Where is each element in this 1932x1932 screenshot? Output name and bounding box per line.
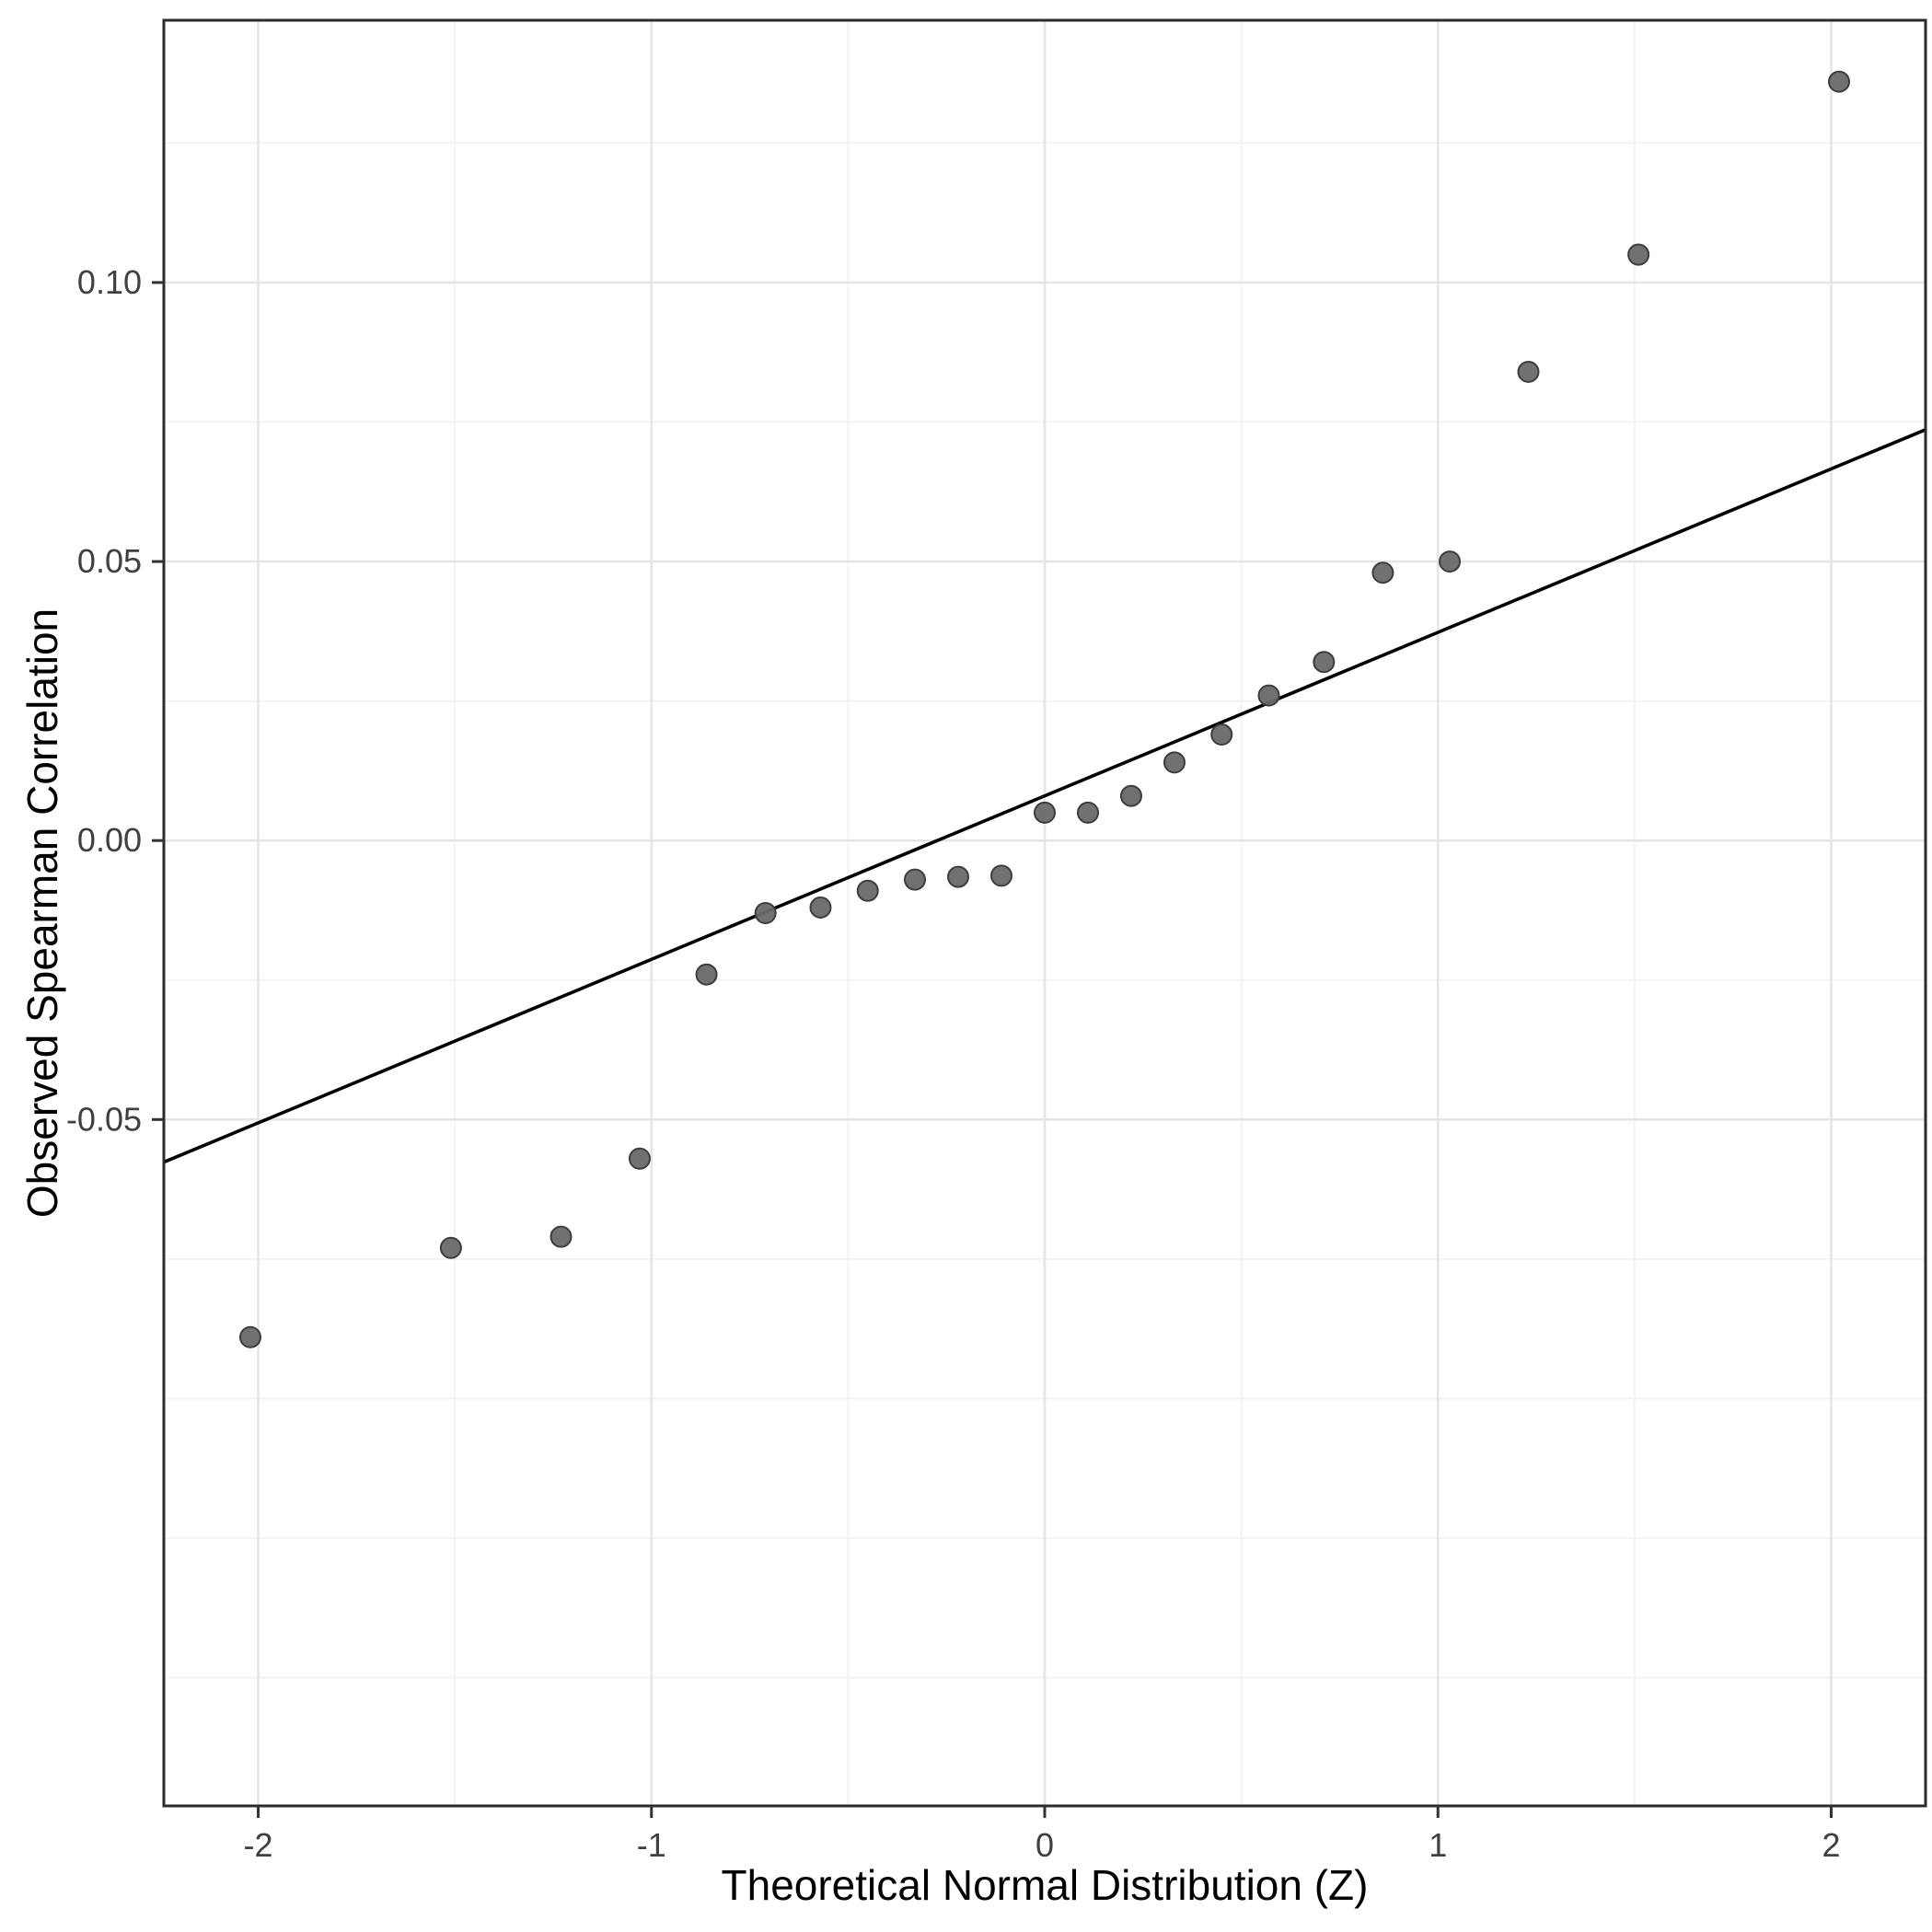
data-point	[1210, 723, 1233, 746]
data-point	[695, 963, 718, 986]
x-axis-tick-label: -2	[244, 1826, 273, 1864]
y-axis-tick-label: 0.05	[77, 542, 142, 580]
y-axis-tick-label: 0.10	[77, 263, 142, 301]
x-axis-tick-label: 1	[1429, 1826, 1447, 1864]
x-axis-tick-label: 0	[1035, 1826, 1054, 1864]
data-point	[904, 868, 927, 891]
qq-reference-line	[163, 428, 1926, 1164]
data-point	[238, 1325, 261, 1348]
x-axis-tick-label: -1	[637, 1826, 666, 1864]
data-point	[550, 1225, 573, 1248]
data-point	[856, 879, 879, 902]
data-point	[1076, 801, 1099, 824]
data-point	[1313, 651, 1336, 674]
data-point	[1034, 801, 1056, 824]
data-point	[990, 864, 1013, 887]
y-axis-tick-label: 0.00	[77, 821, 142, 859]
data-point	[1257, 684, 1280, 707]
x-axis-tick-label: 2	[1822, 1826, 1840, 1864]
y-axis-tick-label: -0.05	[66, 1100, 142, 1138]
data-point	[1119, 784, 1142, 807]
data-point	[439, 1236, 462, 1259]
x-axis-title: Theoretical Normal Distribution (Z)	[721, 1861, 1369, 1909]
data-point	[947, 865, 970, 888]
data-point	[1371, 561, 1394, 584]
y-axis-title: Observed Spearman Correlation	[18, 607, 66, 1219]
data-point	[1163, 751, 1186, 774]
data-point	[1517, 360, 1540, 383]
data-point	[1627, 243, 1650, 266]
data-point	[628, 1147, 651, 1170]
data-point	[754, 902, 777, 924]
data-point	[809, 896, 832, 919]
data-point	[1439, 550, 1462, 573]
data-point	[1828, 70, 1851, 93]
